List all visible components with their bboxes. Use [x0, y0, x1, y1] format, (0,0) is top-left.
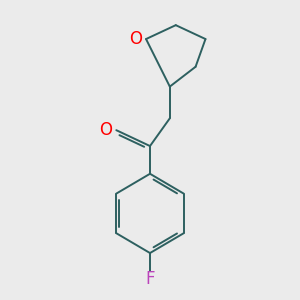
Text: O: O	[129, 30, 142, 48]
Text: F: F	[145, 270, 155, 288]
Text: O: O	[99, 121, 112, 139]
